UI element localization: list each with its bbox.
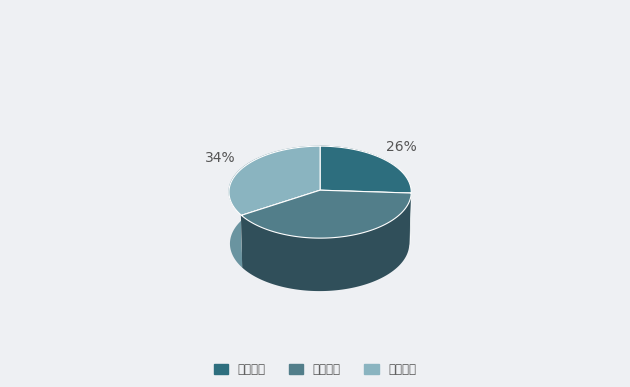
Legend: 直播带货, 赛事直播, 电竞主播: 直播带货, 赛事直播, 电竞主播 bbox=[209, 359, 421, 381]
